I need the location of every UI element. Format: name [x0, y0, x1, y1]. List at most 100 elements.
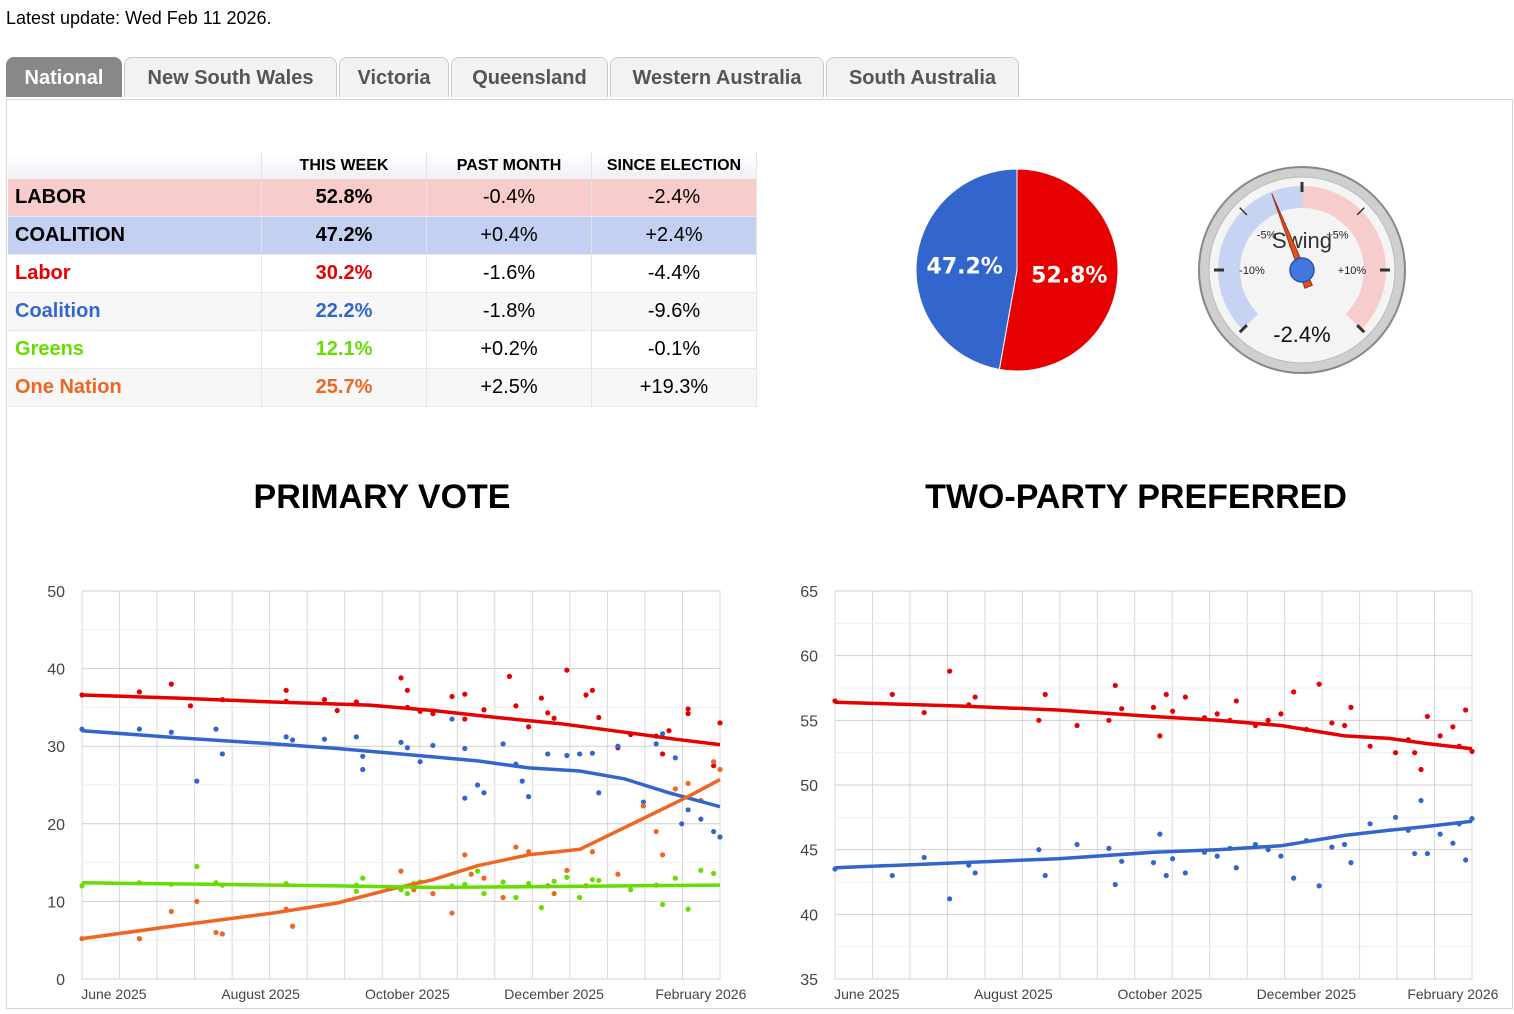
pie-slice: [915, 168, 1018, 371]
primary-vote-title: PRIMARY VOTE: [253, 478, 511, 516]
cell-month: +2.5%: [426, 368, 592, 407]
data-point: [462, 691, 468, 697]
x-tick-label: February 2026: [655, 986, 746, 1002]
data-point: [513, 894, 519, 901]
header-since-election: SINCE ELECTION: [591, 152, 757, 179]
poll-table: THIS WEEK PAST MONTH SINCE ELECTION LABO…: [8, 152, 757, 407]
data-point: [1463, 857, 1469, 863]
cell-week: 52.8%: [261, 179, 427, 217]
data-point: [1316, 883, 1322, 889]
gauge-tick: [1239, 207, 1248, 216]
y-tick-label: 65: [800, 584, 818, 601]
data-point: [972, 870, 978, 876]
data-point: [187, 703, 194, 709]
data-point: [213, 726, 219, 732]
data-point: [1182, 870, 1188, 876]
data-point: [353, 734, 359, 740]
data-point: [321, 697, 328, 703]
data-point: [462, 795, 468, 801]
data-point: [398, 739, 404, 745]
data-point: [545, 710, 551, 716]
data-point: [219, 931, 225, 937]
data-point: [462, 716, 468, 722]
gauge-hub: [1289, 257, 1315, 283]
data-point: [1157, 733, 1163, 739]
pie-slice-label: 47.2%: [927, 254, 1003, 279]
data-point: [564, 667, 570, 673]
data-point: [468, 871, 474, 877]
trend-line: [81, 778, 721, 941]
data-point: [481, 891, 487, 897]
cell-month: +0.2%: [426, 330, 592, 369]
data-point: [168, 681, 174, 687]
data-point: [711, 828, 717, 835]
table-row: Coalition 22.2% -1.8% -9.6%: [8, 292, 757, 331]
data-point: [1392, 814, 1399, 820]
data-point: [481, 875, 487, 881]
cell-election: -4.4%: [591, 254, 757, 293]
pie-slice: [998, 168, 1119, 372]
data-point: [672, 755, 678, 761]
trend-line: [81, 728, 721, 809]
data-point: [474, 782, 481, 788]
cell-name: Coalition: [8, 292, 262, 331]
data-point: [168, 729, 174, 735]
tab-western-australia[interactable]: Western Australia: [610, 57, 824, 97]
data-point: [545, 751, 551, 757]
cell-week: 30.2%: [261, 254, 427, 293]
data-point: [1214, 853, 1220, 859]
cell-month: +0.4%: [426, 216, 592, 255]
data-point: [1036, 717, 1042, 723]
data-point: [947, 896, 953, 902]
data-point: [564, 874, 570, 880]
pie-slice-label: 52.8%: [1031, 264, 1107, 289]
data-point: [449, 716, 455, 722]
data-point: [404, 745, 410, 751]
gauge-tick: [1356, 324, 1366, 334]
cell-name: One Nation: [8, 368, 262, 407]
tab-south-australia[interactable]: South Australia: [826, 57, 1019, 97]
tab-queensland[interactable]: Queensland: [451, 57, 608, 97]
data-point: [889, 691, 895, 698]
data-point: [1291, 689, 1297, 695]
data-point: [1265, 717, 1271, 723]
data-point: [430, 891, 436, 897]
cell-name: COALITION: [8, 216, 262, 255]
data-point: [513, 703, 519, 709]
data-point: [449, 910, 455, 916]
data-point: [685, 807, 691, 813]
cell-month: -1.8%: [426, 292, 592, 331]
tab-new-south-wales[interactable]: New South Wales: [124, 57, 337, 97]
data-point: [717, 720, 723, 726]
cell-week: 22.2%: [261, 292, 427, 331]
data-point: [136, 936, 143, 942]
data-point: [1170, 708, 1176, 714]
data-point: [417, 759, 423, 765]
x-tick-label: December 2025: [504, 986, 604, 1002]
header-this-week: THIS WEEK: [261, 152, 427, 179]
data-point: [596, 714, 602, 721]
data-point: [1233, 698, 1239, 704]
y-tick-label: 55: [800, 713, 818, 730]
data-point: [698, 867, 704, 873]
data-point: [398, 675, 404, 681]
data-point: [1106, 717, 1112, 723]
x-tick-label: December 2025: [1257, 986, 1357, 1002]
data-point: [583, 692, 589, 698]
data-point: [1182, 694, 1188, 700]
cell-election: +2.4%: [591, 216, 757, 255]
data-point: [1424, 713, 1431, 720]
tab-victoria[interactable]: Victoria: [339, 57, 449, 97]
data-point: [1112, 881, 1118, 888]
data-point: [1418, 797, 1424, 804]
data-point: [526, 880, 532, 887]
data-point: [589, 687, 596, 693]
data-point: [79, 883, 85, 889]
data-point: [526, 724, 532, 730]
data-point: [1412, 750, 1418, 756]
y-tick-label: 45: [800, 843, 818, 860]
data-point: [1348, 860, 1354, 866]
data-point: [538, 905, 544, 911]
tab-national[interactable]: National: [6, 57, 122, 97]
